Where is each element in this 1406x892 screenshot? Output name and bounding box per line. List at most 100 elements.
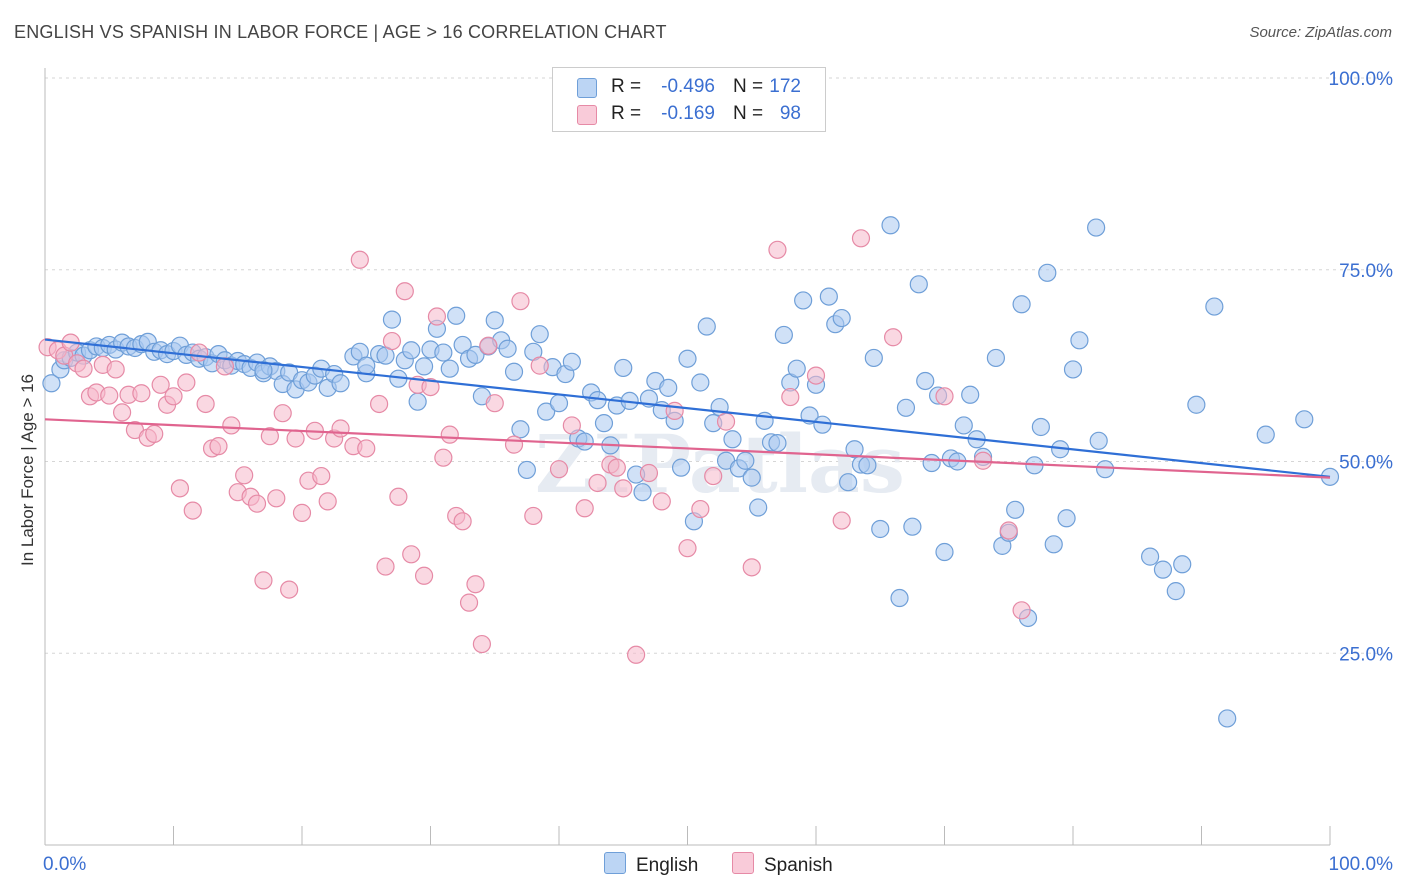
stats-legend: R = -0.496 N = 172 R = -0.169 N = 98 (552, 67, 826, 132)
spanish-point (235, 466, 254, 485)
english-point (575, 432, 594, 451)
spanish-point (222, 416, 241, 435)
english-point (633, 483, 652, 502)
spanish-point (132, 384, 151, 403)
english-point (986, 348, 1006, 368)
english-point (678, 349, 697, 368)
spanish-point (267, 489, 286, 508)
english-point (671, 458, 691, 477)
english-point (1087, 218, 1106, 237)
r-label: R = (611, 76, 642, 97)
bottom-legend-spanish: Spanish (732, 852, 833, 877)
english-point (498, 339, 517, 358)
spanish-point (524, 506, 543, 526)
spanish-point (402, 545, 421, 564)
english-point (922, 453, 941, 473)
english-point (736, 451, 755, 470)
english-point (1205, 297, 1224, 316)
spanish-point (382, 331, 402, 351)
r-label: R = (611, 103, 642, 124)
english-point (881, 216, 900, 235)
spanish-point (614, 479, 633, 498)
bottom-legend-english: English (604, 852, 698, 877)
spanish-point (479, 336, 498, 355)
spanish-point (607, 458, 626, 477)
english-point (1044, 535, 1063, 554)
spanish-point (183, 501, 202, 520)
english-point (954, 416, 973, 435)
english-point (1006, 500, 1025, 519)
y-tick-label: 25.0% (1339, 644, 1393, 665)
english-point (768, 433, 787, 453)
spanish-point (370, 394, 389, 414)
spanish-point (588, 473, 607, 493)
english-point (408, 392, 427, 411)
spanish-point (549, 460, 569, 479)
english-point (832, 308, 851, 328)
spanish-point (177, 373, 196, 392)
spanish-point (639, 463, 659, 483)
spanish-point (691, 499, 710, 519)
n-label: N = (733, 103, 764, 124)
spanish-point (742, 558, 761, 577)
english-point (1218, 709, 1237, 728)
english-legend-label: English (636, 855, 699, 876)
spanish-point (196, 394, 215, 414)
spanish-point (112, 403, 132, 422)
spanish-point (164, 387, 183, 406)
english-point (517, 460, 536, 480)
spanish-point (832, 511, 851, 530)
english-point (794, 291, 813, 310)
english-point (903, 517, 922, 536)
spanish-point (254, 571, 273, 590)
spanish-point (421, 378, 440, 397)
spanish-point (395, 282, 414, 301)
spanish-point (466, 575, 485, 594)
english-point (845, 440, 864, 459)
english-point (890, 588, 909, 608)
x-tick-label: 0.0% (43, 854, 86, 875)
spanish-point (145, 424, 164, 443)
spanish-point (806, 366, 826, 385)
spanish-point (106, 360, 125, 379)
spanish-point (530, 356, 549, 375)
english-point (787, 359, 806, 378)
spanish-point (704, 466, 723, 486)
spanish-point (575, 499, 594, 518)
spanish-point (389, 487, 408, 506)
english-point (485, 311, 504, 330)
english-point (1070, 331, 1089, 350)
english-point (1187, 395, 1206, 414)
spanish-point (260, 427, 279, 446)
english-point (813, 415, 832, 434)
y-tick-label: 50.0% (1339, 453, 1393, 474)
english-point (691, 373, 710, 392)
english-point (614, 358, 633, 378)
english-point (466, 345, 485, 364)
english-point (858, 456, 877, 475)
english-point (1057, 509, 1076, 528)
n-label: N = (733, 76, 764, 97)
spanish-trend-line (44, 418, 1331, 479)
english-point (819, 287, 838, 306)
spanish-point (511, 292, 530, 311)
english-point (331, 374, 350, 393)
spanish-point (434, 448, 453, 467)
n-value: 98 (779, 103, 801, 124)
r-value: -0.496 (661, 76, 715, 97)
english-point (594, 414, 614, 433)
english-point (659, 378, 678, 397)
english-point (1089, 431, 1108, 450)
spanish-point (665, 401, 684, 420)
spanish-point (318, 492, 337, 511)
legend-row-english: R = -0.496 N = 172 (553, 74, 825, 100)
english-point (1012, 295, 1031, 314)
english-point (447, 306, 466, 325)
english-point (1256, 425, 1275, 444)
english-point (1153, 560, 1173, 579)
n-value: 172 (769, 76, 801, 97)
spanish-point (504, 435, 524, 454)
english-point (774, 325, 793, 345)
r-value: -0.169 (661, 103, 715, 124)
